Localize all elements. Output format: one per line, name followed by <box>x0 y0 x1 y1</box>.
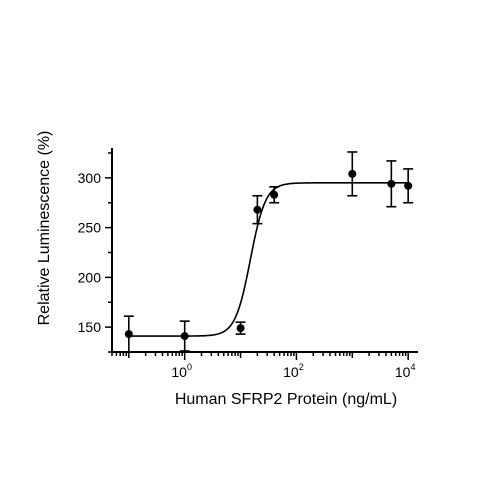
y-tick-label: 300 <box>78 170 102 186</box>
point-marker <box>124 330 133 339</box>
x-axis: 100 102 104 <box>111 351 418 380</box>
point-marker <box>236 324 245 333</box>
point-marker <box>404 181 413 190</box>
data-point <box>123 315 134 353</box>
y-axis-title: Relative Luminescence (%) <box>36 131 53 326</box>
point-marker <box>387 179 396 188</box>
point-marker <box>180 332 189 341</box>
x-tick-label: 104 <box>395 362 416 380</box>
data-point <box>235 321 246 335</box>
data-point <box>269 186 280 204</box>
data-point <box>403 168 414 204</box>
y-tick-label: 200 <box>78 269 102 285</box>
x-axis-title: Human SFRP2 Protein (ng/mL) <box>175 391 397 408</box>
point-marker <box>270 190 279 199</box>
data-point <box>347 151 358 197</box>
x-tick-label: 102 <box>283 362 304 380</box>
point-marker <box>253 205 262 214</box>
data-point <box>179 320 190 352</box>
x-tick-label: 100 <box>171 362 192 380</box>
fit-curve <box>128 182 409 337</box>
x-ticks: 100 102 104 <box>111 352 416 380</box>
y-axis: 150 200 250 300 <box>78 148 113 353</box>
y-tick-label: 150 <box>78 319 102 335</box>
data-point <box>252 194 263 225</box>
y-ticks: 150 200 250 300 <box>78 152 112 353</box>
data-points <box>123 151 414 353</box>
data-point <box>386 160 397 208</box>
point-marker <box>348 169 357 178</box>
y-tick-label: 250 <box>78 220 102 236</box>
